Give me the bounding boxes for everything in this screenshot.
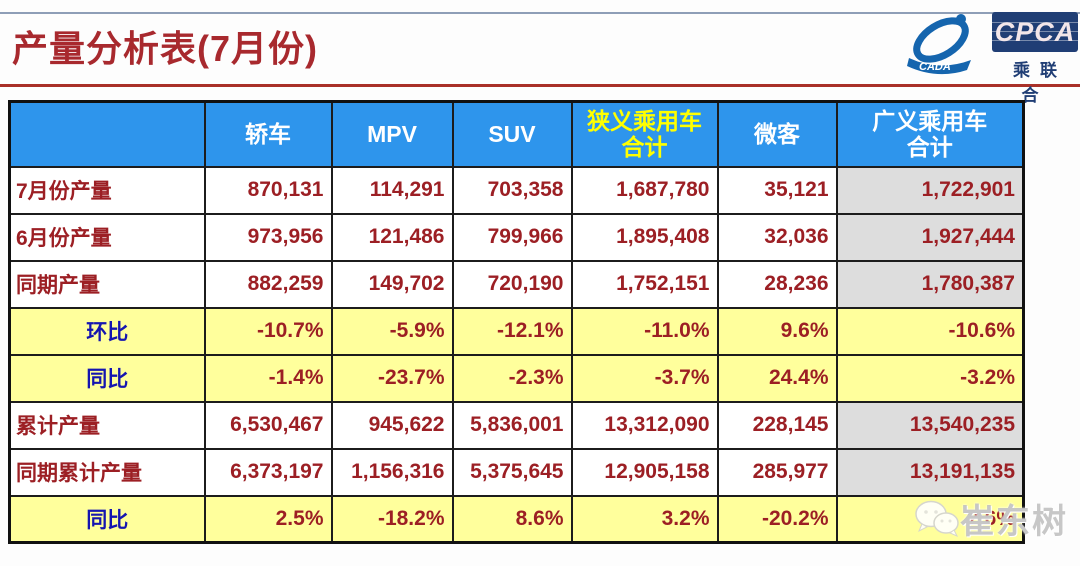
cell: 720,190 [451,259,573,309]
cell: 1,895,408 [570,212,719,262]
table-row-june-output: 6月份产量 973,956 121,486 799,966 1,895,408 … [8,212,1025,262]
cell: -10.7% [203,306,333,356]
cell: -20.2% [716,494,838,544]
cell: 12,905,158 [570,447,719,497]
col-header-blank [8,100,206,168]
row-label: 7月份产量 [8,165,206,215]
col-header-microvan: 微客 [716,100,838,168]
table-row-cumulative-output: 累计产量 6,530,467 945,622 5,836,001 13,312,… [8,400,1025,450]
cada-swoosh-icon: CADA [907,14,971,75]
cpca-label: CPCA [994,16,1076,47]
cell: 9.6% [716,306,838,356]
title-underline [0,84,1080,87]
row-label: 同期产量 [8,259,206,309]
cell: 945,622 [330,400,454,450]
cell: 1,722,901 [835,165,1025,215]
row-label: 同比 [8,494,206,544]
cell: -12.1% [451,306,573,356]
header-row: 轿车 MPV SUV 狭义乘用车 合计 微客 广义乘用车 合计 [8,100,1025,168]
cell: 973,956 [203,212,333,262]
cpca-logo: CADA CPCA 乘联合 [895,6,1080,105]
table-row-prior-year-cumulative: 同期累计产量 6,373,197 1,156,316 5,375,645 12,… [8,447,1025,497]
cell: 32,036 [716,212,838,262]
cell: 5,375,645 [451,447,573,497]
row-label: 6月份产量 [8,212,206,262]
col-header-broad-pv-total: 广义乘用车 合计 [835,100,1025,168]
cell: -3.2% [835,353,1025,403]
cell: 13,540,235 [835,400,1025,450]
cell: 285,977 [716,447,838,497]
cell: 1,752,151 [570,259,719,309]
cada-label: CADA [919,61,951,73]
cell: 2.5% [203,494,333,544]
cell: -3.7% [570,353,719,403]
table-row-cumulative-yoy-change: 同比 2.5% -18.2% 8.6% 3.2% -20.2% 2.6% [8,494,1025,544]
cell: -10.6% [835,306,1025,356]
col-header-mpv: MPV [330,100,454,168]
cell: 13,312,090 [570,400,719,450]
cell: 799,966 [451,212,573,262]
cell: 6,530,467 [203,400,333,450]
col-header-sedan: 轿车 [203,100,333,168]
cell: 28,236 [716,259,838,309]
table-row-prior-year-output: 同期产量 882,259 149,702 720,190 1,752,151 2… [8,259,1025,309]
cell: 1,156,316 [330,447,454,497]
cell: 149,702 [330,259,454,309]
cell: 6,373,197 [203,447,333,497]
col-header-narrow-pv-total: 狭义乘用车 合计 [570,100,719,168]
cell: 703,358 [451,165,573,215]
table-row-mom-change: 环比 -10.7% -5.9% -12.1% -11.0% 9.6% -10.6… [8,306,1025,356]
table-row-yoy-change: 同比 -1.4% -23.7% -2.3% -3.7% 24.4% -3.2% [8,353,1025,403]
cell: -5.9% [330,306,454,356]
cell: 35,121 [716,165,838,215]
cell: -18.2% [330,494,454,544]
cell: 228,145 [716,400,838,450]
cell: 5,836,001 [451,400,573,450]
cell: -1.4% [203,353,333,403]
cell: 1,927,444 [835,212,1025,262]
row-label: 同期累计产量 [8,447,206,497]
table-row-july-output: 7月份产量 870,131 114,291 703,358 1,687,780 … [8,165,1025,215]
cell: 1,780,387 [835,259,1025,309]
row-label: 环比 [8,306,206,356]
cell: 121,486 [330,212,454,262]
cell: 2.6% [835,494,1025,544]
cell: 24.4% [716,353,838,403]
cell: 1,687,780 [570,165,719,215]
cell: 114,291 [330,165,454,215]
cell: 870,131 [203,165,333,215]
cell: -2.3% [451,353,573,403]
cpca-badge: CPCA [992,12,1078,52]
cell: -23.7% [330,353,454,403]
col-header-suv: SUV [451,100,573,168]
cell: 3.2% [570,494,719,544]
row-label: 累计产量 [8,400,206,450]
production-table: 轿车 MPV SUV 狭义乘用车 合计 微客 广义乘用车 合计 7月份产量 870,… [8,100,1025,544]
slide-top-border [0,12,1080,14]
cell: 13,191,135 [835,447,1025,497]
cell: 882,259 [203,259,333,309]
cell: -11.0% [570,306,719,356]
cpca-subtitle: 乘联合 [1013,61,1067,105]
page-title: 产量分析表(7月份) [12,28,318,69]
row-label: 同比 [8,353,206,403]
cell: 8.6% [451,494,573,544]
